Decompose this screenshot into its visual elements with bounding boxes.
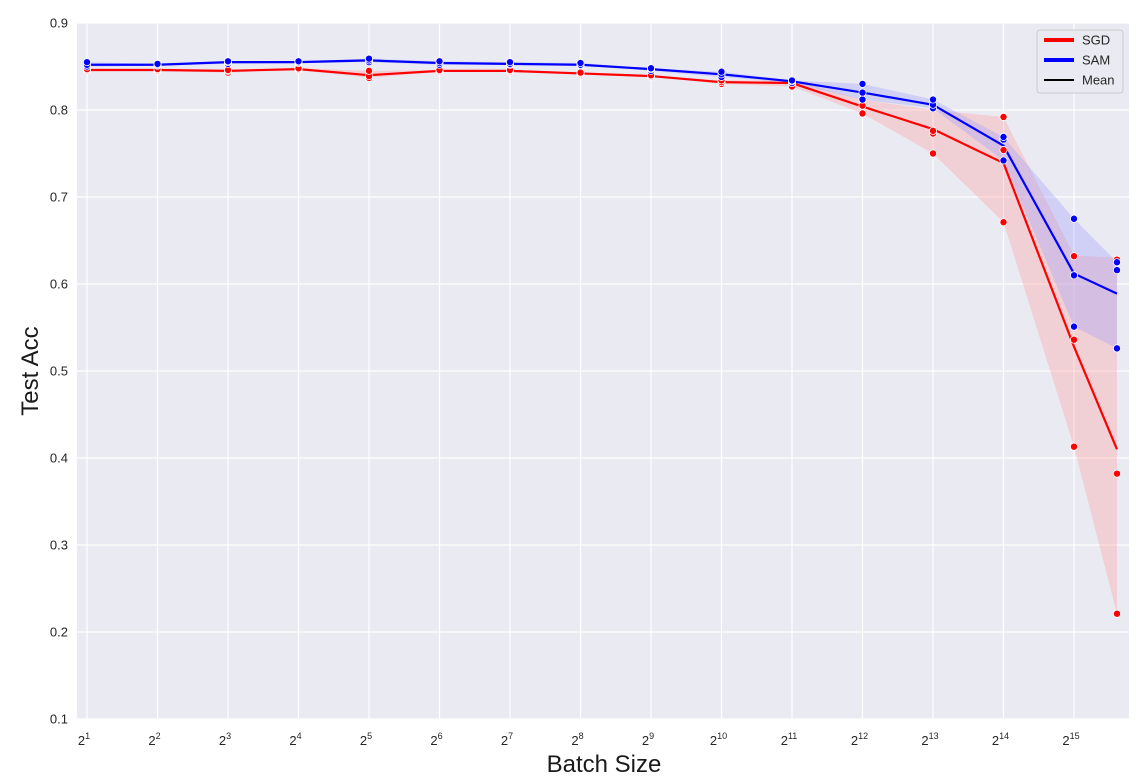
sam-point: [1112, 266, 1121, 275]
sam-point: [999, 132, 1008, 141]
y-tick-label: 0.6: [50, 277, 68, 292]
legend-label-mean: Mean: [1082, 73, 1115, 88]
sam-point: [1070, 322, 1079, 331]
sgd-mean-line: [87, 68, 1118, 450]
sam-point: [788, 76, 797, 85]
sgd-point: [999, 146, 1008, 155]
sam-point: [999, 156, 1008, 165]
sam-point: [505, 58, 514, 67]
sgd-point: [929, 126, 938, 135]
sam-point: [1070, 271, 1079, 280]
sgd-point: [999, 112, 1008, 121]
sam-point: [223, 57, 232, 66]
sgd-point: [364, 66, 373, 75]
sam-mean-line: [87, 59, 1118, 295]
sam-point: [153, 59, 162, 68]
grid: [77, 22, 1129, 720]
sam-point: [858, 88, 867, 97]
sgd-point: [1070, 442, 1079, 451]
y-tick-label: 0.7: [50, 190, 68, 205]
y-axis-ticks: 0.1 0.2 0.3 0.4 0.5 0.6 0.7 0.8 0.9: [50, 16, 68, 727]
data-points: [83, 54, 1121, 618]
y-tick-label: 0.2: [50, 625, 68, 640]
y-tick-label: 0.3: [50, 538, 68, 553]
sam-point: [364, 54, 373, 63]
sam-point: [858, 95, 867, 104]
y-axis-title: Test Acc: [17, 326, 44, 415]
legend-label-sgd: SGD: [1082, 33, 1110, 48]
y-tick-label: 0.9: [50, 16, 68, 31]
sam-point: [1070, 214, 1079, 223]
sam-point: [647, 64, 656, 73]
legend: SGD SAM Mean: [1036, 29, 1124, 94]
y-tick-label: 0.5: [50, 364, 68, 379]
sam-point: [1112, 344, 1121, 353]
sam-point: [1112, 258, 1121, 267]
sgd-point: [1112, 469, 1121, 478]
legend-frame: [1036, 29, 1124, 94]
sam-point: [929, 95, 938, 104]
sam-point: [294, 57, 303, 66]
legend-label-sam: SAM: [1082, 53, 1110, 68]
sgd-point: [576, 68, 585, 77]
sam-point: [435, 57, 444, 66]
sgd-point: [858, 109, 867, 118]
sgd-point: [1070, 252, 1079, 261]
sam-point: [717, 67, 726, 76]
x-axis-title: Batch Size: [547, 751, 662, 778]
series-lines: [87, 59, 1118, 450]
y-tick-label: 0.1: [50, 712, 68, 727]
y-tick-label: 0.8: [50, 103, 68, 118]
sgd-point: [999, 218, 1008, 227]
sam-point: [858, 79, 867, 88]
sgd-point: [1070, 335, 1079, 344]
y-tick-label: 0.4: [50, 451, 68, 466]
sgd-point: [1112, 609, 1121, 618]
sam-point: [83, 58, 92, 67]
sam-point: [576, 59, 585, 68]
sgd-point: [929, 149, 938, 158]
